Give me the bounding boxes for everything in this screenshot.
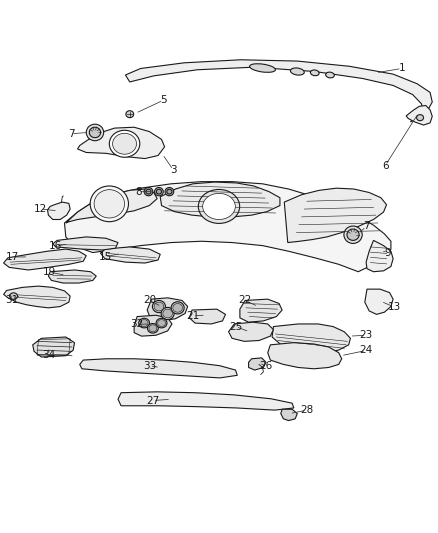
Polygon shape bbox=[48, 270, 96, 283]
Text: 5: 5 bbox=[160, 95, 166, 105]
Polygon shape bbox=[268, 343, 342, 369]
Polygon shape bbox=[80, 359, 237, 378]
Text: 1: 1 bbox=[399, 63, 405, 74]
Ellipse shape bbox=[158, 320, 166, 327]
Text: 16: 16 bbox=[49, 241, 63, 251]
Polygon shape bbox=[284, 188, 387, 243]
Ellipse shape bbox=[171, 302, 184, 314]
Text: 19: 19 bbox=[42, 267, 56, 277]
Ellipse shape bbox=[417, 115, 424, 120]
Ellipse shape bbox=[113, 133, 137, 154]
Polygon shape bbox=[66, 189, 157, 223]
Polygon shape bbox=[47, 202, 70, 220]
Polygon shape bbox=[33, 337, 74, 357]
Polygon shape bbox=[4, 286, 70, 308]
Text: 34: 34 bbox=[42, 350, 56, 360]
Text: 22: 22 bbox=[238, 295, 252, 305]
Polygon shape bbox=[101, 247, 160, 263]
Text: 24: 24 bbox=[360, 345, 373, 356]
Ellipse shape bbox=[154, 302, 164, 311]
Ellipse shape bbox=[149, 325, 157, 332]
Text: 27: 27 bbox=[146, 395, 159, 406]
Ellipse shape bbox=[165, 188, 174, 196]
Ellipse shape bbox=[140, 320, 148, 327]
Ellipse shape bbox=[90, 186, 128, 222]
Ellipse shape bbox=[163, 309, 173, 318]
Ellipse shape bbox=[347, 229, 359, 240]
Text: 3: 3 bbox=[170, 165, 177, 175]
Ellipse shape bbox=[198, 189, 240, 223]
Text: 13: 13 bbox=[387, 302, 401, 312]
Text: 12: 12 bbox=[34, 204, 47, 214]
Ellipse shape bbox=[10, 293, 18, 300]
Polygon shape bbox=[240, 299, 282, 322]
Text: 15: 15 bbox=[99, 252, 112, 262]
Ellipse shape bbox=[415, 110, 423, 116]
Ellipse shape bbox=[311, 70, 319, 76]
Ellipse shape bbox=[250, 64, 276, 72]
Polygon shape bbox=[64, 182, 391, 272]
Polygon shape bbox=[4, 249, 86, 270]
Polygon shape bbox=[365, 289, 393, 314]
Ellipse shape bbox=[148, 324, 158, 333]
Polygon shape bbox=[53, 237, 118, 250]
Ellipse shape bbox=[144, 188, 153, 196]
Ellipse shape bbox=[110, 130, 140, 157]
Polygon shape bbox=[249, 358, 266, 370]
Ellipse shape bbox=[94, 190, 124, 218]
Ellipse shape bbox=[326, 72, 334, 78]
Polygon shape bbox=[406, 106, 432, 125]
Polygon shape bbox=[134, 315, 172, 336]
Text: 23: 23 bbox=[360, 330, 373, 340]
Ellipse shape bbox=[203, 193, 235, 220]
Ellipse shape bbox=[167, 189, 172, 194]
Text: 8: 8 bbox=[135, 187, 142, 197]
Ellipse shape bbox=[173, 303, 183, 312]
Text: 7: 7 bbox=[363, 221, 369, 231]
Text: 21: 21 bbox=[186, 311, 200, 321]
Polygon shape bbox=[160, 182, 280, 217]
Text: 7: 7 bbox=[68, 129, 74, 139]
Ellipse shape bbox=[290, 68, 304, 75]
Text: 25: 25 bbox=[229, 321, 242, 332]
Ellipse shape bbox=[146, 189, 151, 194]
Polygon shape bbox=[147, 298, 187, 321]
Ellipse shape bbox=[139, 318, 150, 328]
Polygon shape bbox=[189, 309, 226, 324]
Polygon shape bbox=[229, 322, 273, 341]
Polygon shape bbox=[272, 324, 350, 353]
Polygon shape bbox=[125, 60, 432, 122]
Text: 28: 28 bbox=[300, 405, 314, 415]
Text: 6: 6 bbox=[382, 160, 389, 171]
Ellipse shape bbox=[152, 301, 166, 313]
Text: 26: 26 bbox=[259, 361, 272, 371]
Ellipse shape bbox=[156, 318, 167, 328]
Ellipse shape bbox=[156, 189, 162, 194]
Text: 33: 33 bbox=[143, 361, 156, 371]
Ellipse shape bbox=[86, 124, 104, 141]
Text: 31: 31 bbox=[6, 295, 19, 305]
Ellipse shape bbox=[416, 117, 423, 122]
Ellipse shape bbox=[161, 308, 174, 320]
Polygon shape bbox=[78, 127, 165, 158]
Polygon shape bbox=[366, 240, 393, 272]
Polygon shape bbox=[281, 409, 297, 421]
Text: 17: 17 bbox=[6, 252, 19, 262]
Ellipse shape bbox=[126, 111, 134, 118]
Ellipse shape bbox=[89, 127, 101, 138]
Polygon shape bbox=[118, 392, 294, 410]
Text: 9: 9 bbox=[385, 247, 391, 257]
Ellipse shape bbox=[344, 226, 362, 244]
Text: 32: 32 bbox=[131, 319, 144, 329]
Text: 20: 20 bbox=[143, 295, 156, 305]
Ellipse shape bbox=[155, 188, 163, 196]
